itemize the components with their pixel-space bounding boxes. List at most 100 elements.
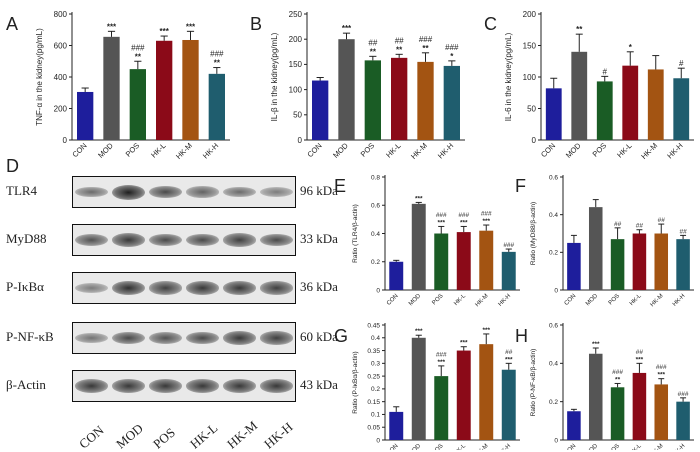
y-tick-label: 0 <box>554 287 558 294</box>
bar-hk-m <box>479 230 494 290</box>
bar-mod <box>338 39 355 141</box>
significance-label: *** <box>437 359 445 366</box>
significance-label: ### <box>419 35 433 44</box>
bar-hk-l <box>622 65 639 140</box>
category-label: HK-L <box>615 141 633 159</box>
y-tick-label: 200 <box>523 10 537 19</box>
category-label: HK-M <box>650 443 665 450</box>
bar-mod <box>411 337 426 440</box>
significance-label: ### <box>656 364 667 371</box>
panel-letter: A <box>6 14 18 34</box>
bar-hk-h <box>208 73 225 140</box>
significance-label: *** <box>159 27 169 36</box>
category-label: POS <box>431 443 444 450</box>
bar-pos <box>129 69 146 140</box>
y-tick-label: 200 <box>289 35 303 44</box>
y-tick-label: 0.15 <box>367 399 380 406</box>
category-label: POS <box>608 293 621 306</box>
y-tick-label: 0.45 <box>367 322 380 329</box>
blot-strip <box>72 176 296 208</box>
blot-band <box>148 185 183 199</box>
category-label: HK-L <box>629 293 643 307</box>
category-label: HK-L <box>453 293 467 307</box>
significance-label: ## <box>658 217 666 224</box>
blot-band <box>259 186 294 198</box>
significance-label: *** <box>460 219 468 226</box>
blot-band <box>74 186 109 198</box>
significance-label: *** <box>107 22 117 31</box>
category-label: HK-L <box>149 141 167 159</box>
blot-band <box>111 184 146 200</box>
significance-label: ** <box>135 52 142 61</box>
significance-label: ### <box>436 351 447 358</box>
category-label: HK-L <box>384 141 402 159</box>
category-label: HK-H <box>498 443 513 450</box>
bar-pos <box>364 60 381 141</box>
blot-band <box>259 281 294 295</box>
blot-band <box>185 233 220 247</box>
significance-label: ### <box>445 43 459 52</box>
bar-hk-h <box>676 239 690 290</box>
chart-g: G 0 0.05 0.1 0.15 0.2 0.25 0.3 0.35 0.4 0.45 Ratio … <box>334 322 520 450</box>
protein-label: P-IκBα <box>6 279 44 294</box>
category-label: CON <box>386 293 400 307</box>
y-tick-label: 0 <box>376 437 380 444</box>
significance-label: ## <box>395 36 404 45</box>
y-tick-label: 0.2 <box>371 386 380 393</box>
significance-label: ## <box>679 228 687 235</box>
y-axis-label: Ratio (MyD88/β-actin) <box>530 202 537 265</box>
bar-hk-m <box>417 61 434 140</box>
significance-label: ### <box>210 50 224 59</box>
significance-label: * <box>450 52 454 61</box>
blot-strip <box>72 272 296 304</box>
bar-con <box>312 80 329 140</box>
y-tick-label: 0.4 <box>371 231 380 238</box>
chart-e: E 0 0.2 0.4 0.6 0.8 Ratio (TLR4/β-actin) CON ***… <box>334 174 520 308</box>
bar-hk-l <box>456 350 471 440</box>
kda-label: 96 kDa <box>300 183 338 198</box>
bar-hk-h <box>501 369 516 440</box>
category-label: HK-H <box>201 141 220 160</box>
y-tick-label: 0.2 <box>549 250 558 257</box>
y-tick-label: 0 <box>554 437 558 444</box>
significance-label: ### <box>612 369 623 376</box>
significance-label: ## <box>636 349 644 356</box>
blot-band <box>222 331 257 345</box>
blot-band <box>222 379 257 393</box>
category-label: MOD <box>564 141 583 160</box>
bar-mod <box>588 353 603 440</box>
panel-letter: F <box>515 176 526 196</box>
chart-c: C 0 50 100 150 200 IL-6 in the kidney(pg/mL) CO… <box>484 10 694 161</box>
panel-letter: H <box>515 326 528 346</box>
y-tick-label: 0.6 <box>371 203 380 210</box>
category-label: POS <box>608 443 621 450</box>
category-label: MOD <box>408 443 423 450</box>
y-axis-label: IL-β in the kidney(pg/mL) <box>270 32 279 121</box>
y-tick-label: 250 <box>289 10 303 19</box>
category-label: CON <box>305 141 323 159</box>
y-axis-label: IL-6 in the kidney(pg/mL) <box>504 32 513 121</box>
panel-letter: C <box>484 14 497 34</box>
category-label: MOD <box>585 293 600 308</box>
bar-hk-h <box>676 401 690 440</box>
y-tick-label: 0.8 <box>371 174 380 181</box>
category-label: HK-H <box>672 293 687 308</box>
significance-label: *** <box>460 340 468 347</box>
category-label: CON <box>564 443 578 450</box>
y-tick-label: 50 <box>293 111 302 120</box>
blot-band <box>74 233 109 247</box>
bar-hk-l <box>391 57 408 140</box>
category-label: HK-L <box>453 443 467 450</box>
blot-band <box>222 281 257 295</box>
significance-label: ### <box>458 212 469 219</box>
blot-band <box>74 282 109 294</box>
significance-label: *** <box>415 195 423 202</box>
kda-label: 36 kDa <box>300 279 338 294</box>
significance-label: ### <box>131 43 145 52</box>
significance-label: ### <box>436 212 447 219</box>
category-label: HK-M <box>639 141 659 161</box>
category-label: HK-M <box>475 443 490 450</box>
significance-label: ### <box>503 242 514 249</box>
bar-hk-m <box>654 384 669 440</box>
